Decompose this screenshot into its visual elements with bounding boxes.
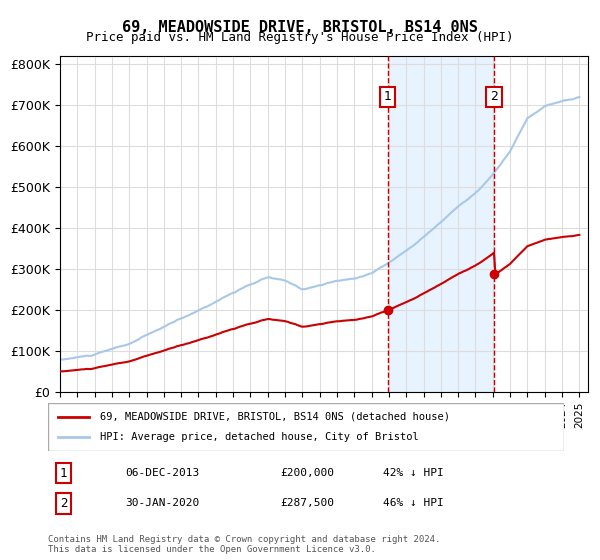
Text: 69, MEADOWSIDE DRIVE, BRISTOL, BS14 0NS (detached house): 69, MEADOWSIDE DRIVE, BRISTOL, BS14 0NS …: [100, 412, 449, 422]
Text: Price paid vs. HM Land Registry's House Price Index (HPI): Price paid vs. HM Land Registry's House …: [86, 31, 514, 44]
FancyBboxPatch shape: [48, 403, 564, 451]
Text: £200,000: £200,000: [280, 468, 334, 478]
Text: 42% ↓ HPI: 42% ↓ HPI: [383, 468, 444, 478]
Text: 1: 1: [60, 466, 67, 479]
Text: 2: 2: [490, 91, 498, 104]
Text: 30-JAN-2020: 30-JAN-2020: [125, 498, 200, 508]
Text: Contains HM Land Registry data © Crown copyright and database right 2024.
This d: Contains HM Land Registry data © Crown c…: [48, 535, 440, 554]
Text: 2: 2: [60, 497, 67, 510]
Text: 69, MEADOWSIDE DRIVE, BRISTOL, BS14 0NS: 69, MEADOWSIDE DRIVE, BRISTOL, BS14 0NS: [122, 20, 478, 35]
Text: 46% ↓ HPI: 46% ↓ HPI: [383, 498, 444, 508]
Text: £287,500: £287,500: [280, 498, 334, 508]
Text: 06-DEC-2013: 06-DEC-2013: [125, 468, 200, 478]
Bar: [388, 56, 494, 392]
Text: HPI: Average price, detached house, City of Bristol: HPI: Average price, detached house, City…: [100, 432, 418, 442]
Text: 1: 1: [383, 91, 391, 104]
